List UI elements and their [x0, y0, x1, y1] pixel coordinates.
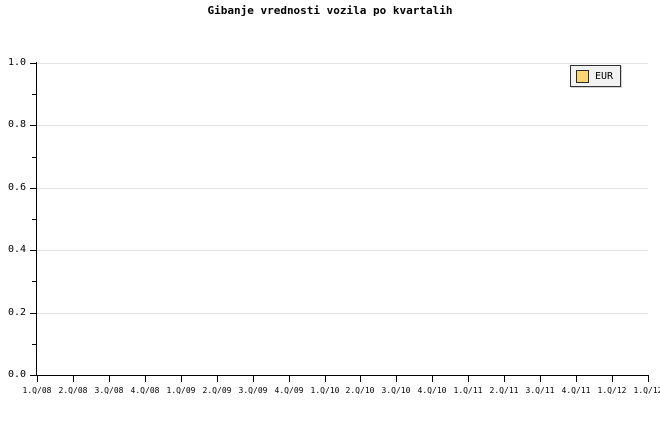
- x-axis-tick: [648, 376, 649, 382]
- y-axis-tick-major: [30, 312, 37, 314]
- x-axis-label: 2.Q/09: [202, 386, 232, 395]
- x-axis-line: [36, 375, 649, 376]
- x-axis-tick: [73, 376, 74, 382]
- x-axis-tick: [145, 376, 146, 382]
- x-axis-tick: [360, 376, 361, 382]
- y-gridline: [37, 250, 648, 252]
- legend-label-eur: EUR: [595, 70, 614, 82]
- x-axis-tick: [289, 376, 290, 382]
- x-axis-tick: [253, 376, 254, 382]
- y-axis-tick-major: [30, 375, 37, 376]
- x-axis-label: 2.Q/08: [58, 386, 88, 395]
- x-axis-tick: [37, 376, 38, 382]
- y-axis-tick-minor: [32, 94, 37, 96]
- x-axis-label: 3.Q/09: [238, 386, 268, 395]
- x-axis-label: 1.Q/12: [633, 386, 660, 395]
- x-axis-label: 2.Q/11: [489, 386, 519, 395]
- y-gridline: [37, 312, 648, 314]
- x-axis-tick: [576, 376, 577, 382]
- y-axis-label: 1.0: [7, 57, 26, 68]
- y-axis-tick-major: [30, 250, 37, 252]
- y-axis-tick-major: [30, 187, 37, 189]
- y-axis-label: 0.6: [7, 181, 26, 193]
- y-axis-label: 0.2: [7, 306, 26, 318]
- legend-swatch-eur-icon: [576, 69, 589, 83]
- x-axis-label: 3.Q/08: [94, 386, 124, 395]
- y-axis-label: 0.4: [7, 244, 26, 256]
- y-axis-tick-minor: [32, 343, 37, 345]
- x-axis-label: 4.Q/10: [417, 386, 447, 395]
- plot-area: [37, 63, 648, 376]
- x-axis-label: 4.Q/09: [274, 386, 304, 395]
- x-axis-tick: [109, 376, 110, 382]
- y-axis-label: 0.8: [7, 119, 26, 131]
- chart-legend[interactable]: EUR: [570, 65, 622, 87]
- x-axis-label: 2.Q/10: [345, 386, 375, 395]
- x-axis-tick: [540, 376, 541, 382]
- y-axis-tick-minor: [32, 219, 37, 220]
- x-axis-label: 4.Q/08: [130, 386, 160, 395]
- y-gridline: [37, 125, 648, 127]
- y-axis-tick-major: [30, 63, 37, 64]
- x-axis-label: 1.Q/09: [166, 386, 196, 395]
- x-axis-tick: [396, 376, 397, 382]
- chart-title: Gibanje vrednosti vozila po kvartalih: [207, 4, 453, 17]
- x-axis-label: 4.Q/11: [561, 386, 591, 395]
- x-axis-tick: [468, 376, 469, 382]
- y-axis-tick-minor: [32, 281, 37, 283]
- x-axis-tick: [504, 376, 505, 382]
- x-axis-label: 3.Q/11: [525, 386, 555, 395]
- y-gridline: [37, 63, 648, 64]
- series-layer: [37, 63, 648, 375]
- x-axis-label: 1.Q/10: [310, 386, 340, 395]
- x-axis-label: 1.Q/11: [453, 386, 483, 395]
- x-axis-tick: [181, 376, 182, 382]
- y-gridline: [37, 187, 648, 189]
- x-axis-tick: [217, 376, 218, 382]
- x-axis-label: 1.Q/08: [22, 386, 52, 395]
- y-axis-label: 0.0: [7, 369, 26, 380]
- x-axis-tick: [612, 376, 613, 382]
- y-axis-tick-minor: [32, 156, 37, 158]
- x-axis-label: 1.Q/12: [597, 386, 627, 395]
- y-axis-tick-major: [30, 125, 37, 127]
- x-axis-tick: [432, 376, 433, 382]
- x-axis-label: 3.Q/10: [381, 386, 411, 395]
- x-axis-tick: [325, 376, 326, 382]
